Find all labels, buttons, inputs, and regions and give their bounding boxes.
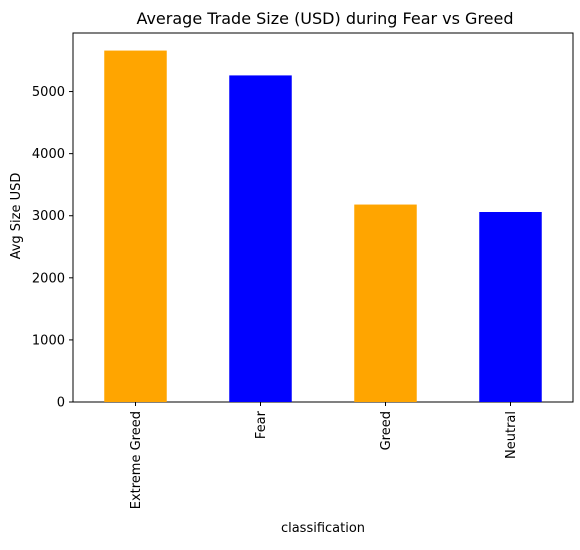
y-axis: 0 1000 2000 3000 4000 5000 — [32, 85, 73, 411]
bars — [104, 50, 542, 402]
bar-extreme-greed — [104, 50, 167, 402]
x-axis-label: classification — [281, 521, 365, 536]
y-tick-label: 4000 — [32, 147, 65, 162]
x-axis: Extreme Greed Fear Greed Neutral — [129, 402, 519, 509]
x-tick-label: Fear — [254, 410, 269, 439]
x-tick-label: Extreme Greed — [129, 411, 144, 509]
y-tick-label: 0 — [57, 396, 65, 411]
bar-neutral — [479, 212, 542, 402]
y-tick-label: 2000 — [32, 271, 65, 286]
y-tick-label: 5000 — [32, 85, 65, 100]
y-tick-label: 1000 — [32, 333, 65, 348]
y-tick-label: 3000 — [32, 209, 65, 224]
plot-area — [72, 32, 574, 403]
axes-frame — [72, 32, 574, 403]
x-tick-label: Greed — [379, 411, 394, 450]
x-tick-label: Neutral — [504, 411, 519, 459]
bar-fear — [229, 75, 292, 402]
y-axis-label: Avg Size USD — [9, 173, 24, 260]
bar-greed — [354, 204, 417, 402]
chart-title: Average Trade Size (USD) during Fear vs … — [136, 9, 513, 28]
